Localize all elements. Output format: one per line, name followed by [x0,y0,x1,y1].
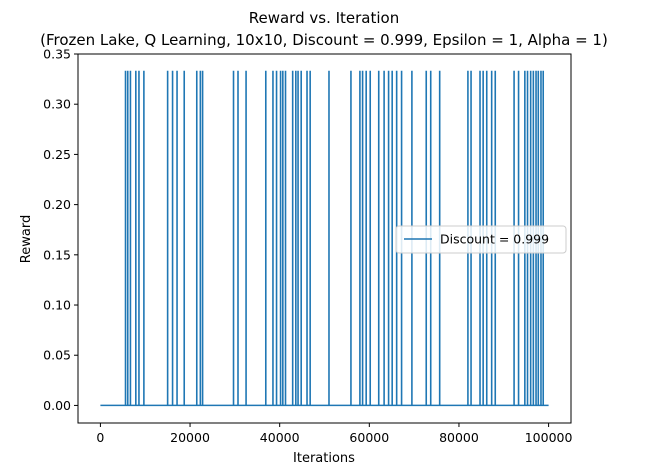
legend: Discount = 0.999 [395,225,567,254]
y-tick-label: 0.35 [43,47,71,62]
y-tick-label: 0.10 [43,298,71,313]
y-tick-label: 0.20 [43,197,71,212]
y-axis-ticks: 0.00 0.05 0.10 0.15 0.20 0.25 0.30 0.35 [43,47,78,413]
x-tick-label: 80000 [439,430,479,445]
y-tick-label: 0.15 [43,247,71,262]
y-tick-label: 0.30 [43,97,71,112]
legend-box [395,225,567,254]
x-tick-label: 0 [96,430,104,445]
plot-lines [100,70,549,407]
x-tick-label: 60000 [349,430,389,445]
x-tick-label: 20000 [170,430,210,445]
x-tick-label: 100000 [525,430,573,445]
chart-title-line2: (Frozen Lake, Q Learning, 10x10, Discoun… [40,31,608,49]
x-axis-ticks: 0 20000 40000 60000 80000 100000 [96,423,572,445]
y-tick-label: 0.25 [43,147,71,162]
y-tick-label: 0.00 [43,398,71,413]
y-axis-label: Reward [19,215,34,263]
legend-label-discount: Discount = 0.999 [440,232,549,247]
x-axis-label: Iterations [293,451,355,466]
x-tick-label: 40000 [260,430,300,445]
chart-title-line1: Reward vs. Iteration [249,9,399,27]
y-tick-label: 0.05 [43,348,71,363]
plot-frame [77,53,572,424]
